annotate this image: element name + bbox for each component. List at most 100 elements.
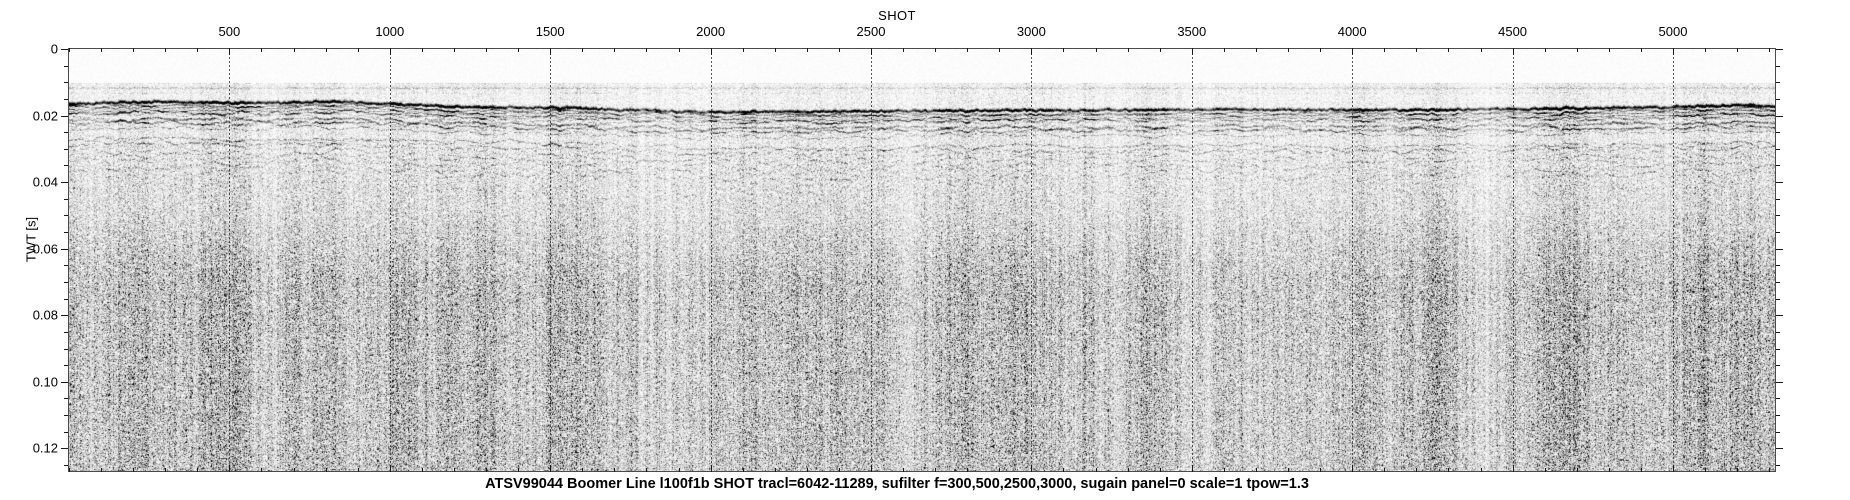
axis-tick xyxy=(61,49,68,50)
twt-tick-label: 0.12 xyxy=(32,440,58,456)
shot-tick-label: 1000 xyxy=(375,24,405,39)
axis-tick xyxy=(1384,48,1385,52)
axis-tick xyxy=(61,182,68,183)
shot-tick-label: 1500 xyxy=(535,24,565,39)
axis-tick xyxy=(839,468,840,472)
figure-caption: ATSV99044 Boomer Line l100f1b SHOT tracl… xyxy=(0,476,1850,492)
axis-tick xyxy=(101,468,102,472)
twt-tick-label: 0.04 xyxy=(32,174,58,190)
axis-tick xyxy=(165,468,166,472)
axis-tick xyxy=(1776,299,1780,300)
axis-tick xyxy=(61,249,68,250)
axis-tick xyxy=(871,465,872,472)
twt-tick-label: 0.06 xyxy=(32,241,58,257)
shot-tick-label: 4000 xyxy=(1337,24,1367,39)
axis-tick xyxy=(1096,48,1097,52)
axis-tick xyxy=(64,215,68,216)
seismic-trace-raster xyxy=(69,49,1775,471)
axis-tick xyxy=(1776,415,1780,416)
axis-tick xyxy=(1513,48,1514,55)
shot-axis-title-text: SHOT xyxy=(878,8,916,23)
axis-tick xyxy=(390,48,391,55)
axis-tick xyxy=(1776,132,1780,133)
axis-tick xyxy=(133,468,134,472)
axis-tick xyxy=(261,48,262,52)
axis-tick xyxy=(1384,468,1385,472)
axis-tick xyxy=(1288,48,1289,52)
axis-tick xyxy=(326,48,327,52)
axis-tick xyxy=(1776,149,1780,150)
axis-tick xyxy=(326,468,327,472)
axis-tick xyxy=(1224,468,1225,472)
twt-tick-label: 0.02 xyxy=(32,108,58,124)
axis-tick xyxy=(999,48,1000,52)
axis-tick xyxy=(582,468,583,472)
axis-tick xyxy=(1776,49,1783,50)
axis-tick xyxy=(550,48,551,55)
axis-tick xyxy=(871,48,872,55)
axis-tick xyxy=(64,165,68,166)
axis-tick xyxy=(1776,116,1783,117)
axis-tick xyxy=(1673,465,1674,472)
axis-tick xyxy=(1320,48,1321,52)
axis-tick xyxy=(1641,48,1642,52)
axis-tick xyxy=(1776,215,1780,216)
shot-tick-label: 4500 xyxy=(1498,24,1528,39)
axis-tick xyxy=(69,468,70,472)
axis-tick xyxy=(807,48,808,52)
axis-tick xyxy=(1192,465,1193,472)
axis-tick xyxy=(1160,468,1161,472)
axis-tick xyxy=(743,48,744,52)
axis-tick xyxy=(1481,48,1482,52)
axis-tick xyxy=(1352,48,1353,55)
axis-tick xyxy=(1416,468,1417,472)
axis-tick xyxy=(1031,48,1032,55)
axis-tick xyxy=(69,48,70,52)
axis-tick xyxy=(743,468,744,472)
axis-tick xyxy=(1609,468,1610,472)
axis-tick xyxy=(61,448,68,449)
axis-tick xyxy=(64,132,68,133)
axis-tick xyxy=(358,468,359,472)
axis-tick xyxy=(1776,349,1780,350)
axis-tick xyxy=(1256,468,1257,472)
shot-tick-label: 3000 xyxy=(1016,24,1046,39)
axis-tick xyxy=(1577,48,1578,52)
axis-tick xyxy=(1776,99,1780,100)
axis-tick xyxy=(646,468,647,472)
axis-tick xyxy=(64,299,68,300)
axis-tick xyxy=(1776,398,1780,399)
shot-tick-label: 2500 xyxy=(856,24,886,39)
axis-tick xyxy=(614,48,615,52)
axis-tick xyxy=(1705,468,1706,472)
axis-tick xyxy=(1320,468,1321,472)
axis-tick xyxy=(679,48,680,52)
axis-tick xyxy=(935,468,936,472)
axis-tick xyxy=(64,232,68,233)
axis-tick xyxy=(1128,48,1129,52)
axis-tick xyxy=(903,468,904,472)
axis-tick xyxy=(61,382,68,383)
axis-tick xyxy=(582,48,583,52)
axis-tick xyxy=(775,468,776,472)
axis-tick xyxy=(1224,48,1225,52)
twt-axis-title-text: TWT [s] xyxy=(23,216,39,263)
axis-tick xyxy=(1776,66,1780,67)
axis-tick xyxy=(64,432,68,433)
axis-tick xyxy=(679,468,680,472)
axis-tick xyxy=(229,465,230,472)
axis-tick xyxy=(1705,48,1706,52)
axis-tick xyxy=(64,149,68,150)
axis-tick xyxy=(711,465,712,472)
axis-tick xyxy=(1545,48,1546,52)
axis-tick xyxy=(64,365,68,366)
axis-tick xyxy=(1448,468,1449,472)
axis-tick xyxy=(64,465,68,466)
twt-axis-title: TWT [s] xyxy=(24,195,39,285)
twt-tick-label: 0.08 xyxy=(32,307,58,323)
axis-tick xyxy=(614,468,615,472)
axis-tick xyxy=(61,315,68,316)
axis-tick xyxy=(1288,468,1289,472)
axis-tick xyxy=(1776,465,1780,466)
axis-tick xyxy=(64,265,68,266)
